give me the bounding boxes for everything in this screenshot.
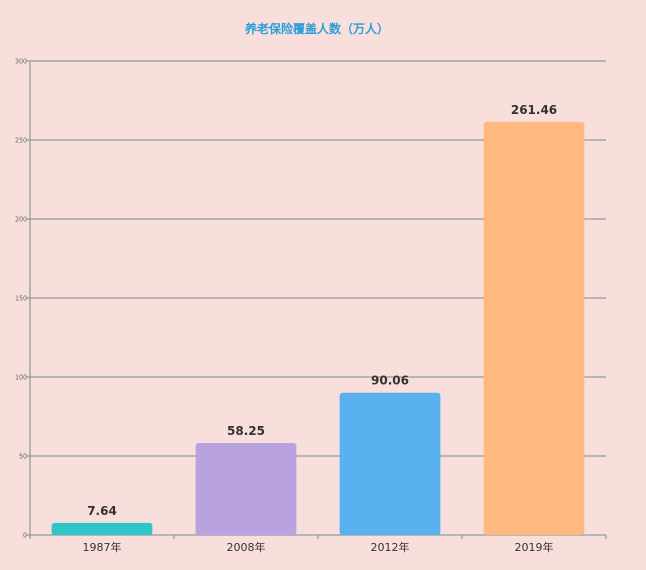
bar-3	[483, 121, 585, 536]
y-tick-label: 200	[15, 216, 27, 224]
x-category-label-0: 1987年	[83, 540, 122, 554]
x-category-label-2: 2012年	[371, 540, 410, 554]
bar-1	[195, 442, 297, 535]
x-category-label-1: 2008年	[227, 540, 266, 554]
bars	[51, 121, 585, 536]
y-tick-label: 300	[15, 58, 27, 66]
value-label-3: 261.46	[511, 103, 557, 117]
bar-2	[339, 392, 441, 535]
value-label-1: 58.25	[227, 424, 265, 438]
y-tick-label: 50	[19, 453, 27, 461]
value-label-0: 7.64	[87, 504, 117, 518]
y-tick-label: 0	[23, 532, 27, 540]
bar-0	[51, 522, 153, 535]
value-label-2: 90.06	[371, 374, 409, 388]
labels: 0 50 100 150 200 250 300 7.64 1987年 58.25 2008年 90.…	[15, 58, 557, 555]
y-tick-label: 250	[15, 137, 27, 145]
chart-title: 养老保险覆盖人数（万人）	[244, 21, 389, 36]
y-tick-label: 100	[15, 374, 27, 382]
y-tick-label: 150	[15, 295, 27, 303]
grid-lines	[30, 60, 606, 536]
x-category-label-3: 2019年	[515, 540, 554, 554]
